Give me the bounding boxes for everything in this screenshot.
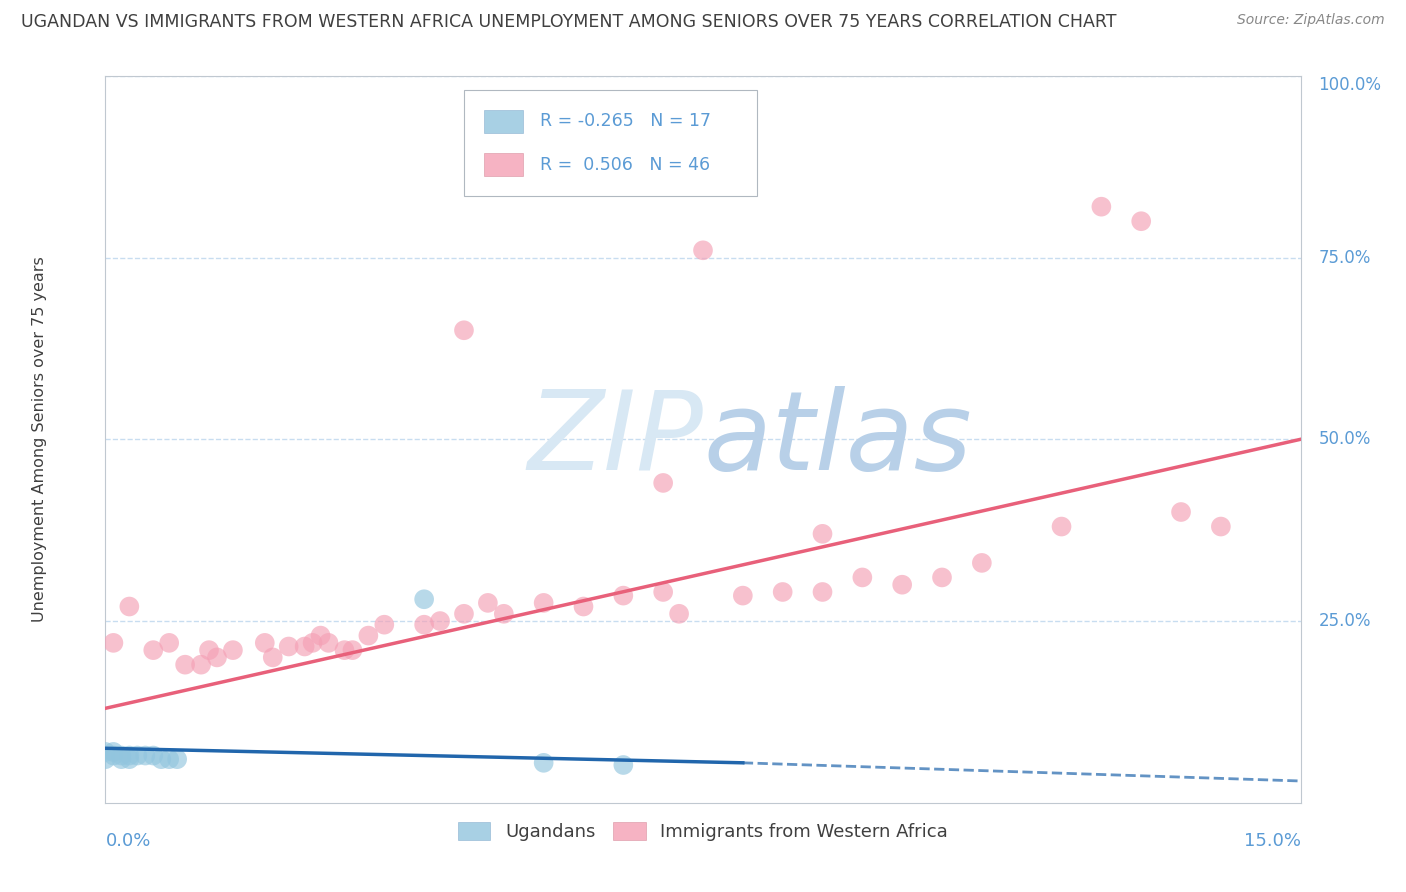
Text: 25.0%: 25.0% <box>1319 612 1371 630</box>
Point <box>357 629 380 643</box>
Point <box>652 475 675 490</box>
Point <box>301 636 323 650</box>
Point <box>1170 505 1192 519</box>
Text: 50.0%: 50.0% <box>1319 430 1371 449</box>
Point <box>1090 200 1112 214</box>
Text: R =  0.506   N = 46: R = 0.506 N = 46 <box>540 156 710 174</box>
Point <box>533 596 555 610</box>
Point <box>103 636 125 650</box>
Point <box>253 636 276 650</box>
Point <box>891 578 914 592</box>
Text: 100.0%: 100.0% <box>1319 76 1382 94</box>
Point <box>94 745 117 759</box>
Point <box>333 643 356 657</box>
Point <box>262 650 284 665</box>
Point <box>118 752 141 766</box>
Bar <box>484 153 523 177</box>
Point <box>533 756 555 770</box>
Point <box>142 643 165 657</box>
Text: ZIP: ZIP <box>527 386 703 492</box>
Point <box>190 657 212 672</box>
Point <box>811 585 834 599</box>
Point <box>772 585 794 599</box>
Point <box>373 617 395 632</box>
Point <box>413 592 436 607</box>
Point <box>668 607 690 621</box>
Point <box>198 643 221 657</box>
Text: 75.0%: 75.0% <box>1319 249 1371 267</box>
Point <box>612 758 634 772</box>
Point <box>110 748 132 763</box>
Point <box>294 640 316 654</box>
Text: R = -0.265   N = 17: R = -0.265 N = 17 <box>540 112 711 130</box>
Text: Unemployment Among Seniors over 75 years: Unemployment Among Seniors over 75 years <box>32 256 48 623</box>
Point <box>1209 519 1232 533</box>
FancyBboxPatch shape <box>464 90 756 195</box>
Point <box>157 636 180 650</box>
Legend: Ugandans, Immigrants from Western Africa: Ugandans, Immigrants from Western Africa <box>451 814 955 848</box>
Point <box>318 636 340 650</box>
Point <box>692 244 714 258</box>
Point <box>572 599 595 614</box>
Point <box>811 526 834 541</box>
Point <box>127 748 149 763</box>
Text: 15.0%: 15.0% <box>1243 832 1301 850</box>
Text: 0.0%: 0.0% <box>105 832 150 850</box>
Point <box>1130 214 1153 228</box>
Point <box>931 570 953 584</box>
Point <box>851 570 873 584</box>
Point <box>453 607 475 621</box>
Point <box>174 657 197 672</box>
Point <box>413 617 436 632</box>
Point <box>1050 519 1073 533</box>
Point <box>652 585 675 599</box>
Point <box>309 629 332 643</box>
Point <box>157 752 180 766</box>
Bar <box>484 110 523 133</box>
Point <box>150 752 173 766</box>
Text: UGANDAN VS IMMIGRANTS FROM WESTERN AFRICA UNEMPLOYMENT AMONG SENIORS OVER 75 YEA: UGANDAN VS IMMIGRANTS FROM WESTERN AFRIC… <box>21 13 1116 31</box>
Point <box>118 599 141 614</box>
Text: Source: ZipAtlas.com: Source: ZipAtlas.com <box>1237 13 1385 28</box>
Point <box>612 589 634 603</box>
Point <box>166 752 188 766</box>
Point <box>103 745 125 759</box>
Point <box>429 614 451 628</box>
Point <box>134 748 156 763</box>
Point <box>731 589 754 603</box>
Point <box>142 748 165 763</box>
Point <box>118 748 141 763</box>
Point <box>103 748 125 763</box>
Point <box>453 323 475 337</box>
Point <box>477 596 499 610</box>
Point <box>110 752 132 766</box>
Text: atlas: atlas <box>703 386 972 492</box>
Point <box>277 640 299 654</box>
Point <box>342 643 364 657</box>
Point <box>222 643 245 657</box>
Point <box>205 650 228 665</box>
Point <box>492 607 515 621</box>
Point <box>970 556 993 570</box>
Point <box>94 752 117 766</box>
